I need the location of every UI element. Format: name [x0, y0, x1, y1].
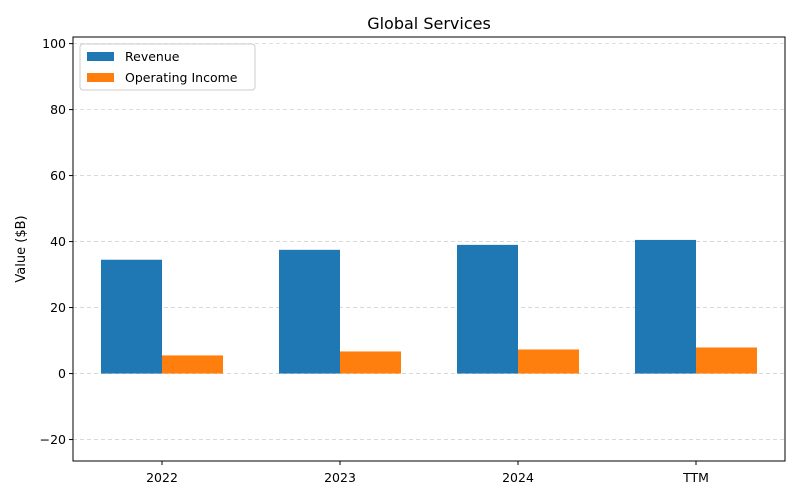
x-tick-label: 2024: [502, 470, 534, 485]
x-axis: 2022 2023 2024 TTM: [146, 461, 709, 485]
y-tick-label: 80: [50, 102, 66, 117]
x-tick-label: 2023: [324, 470, 356, 485]
bar-revenue-2022: [101, 259, 162, 374]
plot-frame: [72, 36, 786, 462]
y-tick-label: 100: [42, 36, 66, 51]
x-tick-label: TTM: [682, 470, 709, 485]
bar-operating-income-ttm: [696, 347, 757, 374]
bar-revenue-ttm: [635, 239, 696, 374]
y-axis: −20 0 20 40 60 80 100: [40, 36, 73, 447]
legend-swatch: [87, 52, 114, 61]
legend-label: Revenue: [125, 49, 180, 64]
y-tick-label: 20: [50, 300, 66, 315]
y-tick-label: 0: [58, 366, 66, 381]
bar-operating-income-2022: [162, 355, 223, 374]
legend-frame: [79, 43, 256, 91]
y-tick-label: 40: [50, 234, 66, 249]
legend-label: Operating Income: [125, 70, 238, 85]
y-tick-label: −20: [40, 432, 66, 447]
legend-swatch: [87, 73, 114, 82]
bar-operating-income-2023: [340, 351, 401, 374]
bar-revenue-2023: [279, 249, 340, 374]
x-tick-label: 2022: [146, 470, 178, 485]
bar-revenue-2024: [457, 244, 518, 374]
chart-title: Global Services: [367, 14, 491, 33]
y-axis-label: Value ($B): [14, 215, 29, 282]
bars: [101, 239, 757, 374]
bar-operating-income-2024: [518, 349, 579, 374]
legend: Revenue Operating Income: [79, 43, 256, 91]
y-tick-label: 60: [50, 168, 66, 183]
